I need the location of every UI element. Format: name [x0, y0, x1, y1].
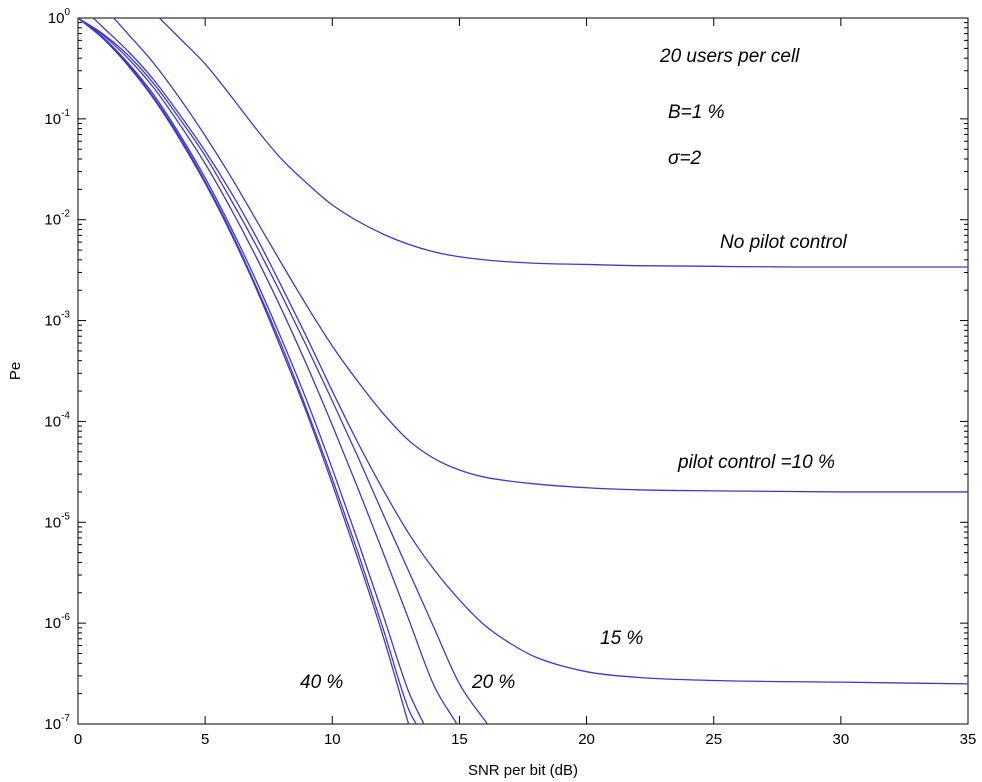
series-line-5 [78, 18, 458, 724]
axis-ticks [77, 17, 969, 725]
annotation-pilot-15: 15 % [600, 628, 643, 649]
annotation-pilot-10: pilot control =10 % [677, 452, 835, 473]
x-tick-label: 20 [578, 731, 595, 748]
y-tick-exponent: -1 [61, 108, 70, 119]
y-tick-label: 10-1 [44, 108, 70, 128]
y-tick-label: 10-4 [44, 410, 70, 430]
series-line-1 [158, 18, 968, 268]
y-tick-base: 10 [44, 615, 61, 632]
x-tick-label: 10 [324, 731, 341, 748]
annotation-no-pilot: No pilot control [720, 232, 848, 253]
series-line-8 [78, 18, 410, 724]
y-tick-exponent: 0 [64, 7, 70, 18]
y-tick-base: 10 [44, 313, 61, 330]
annotation-sigma: σ=2 [668, 148, 702, 169]
x-tick-label: 35 [960, 731, 977, 748]
curves [78, 18, 968, 724]
series-line-7 [78, 18, 417, 724]
y-tick-label: 10-3 [44, 310, 70, 330]
x-tick-label: 15 [451, 731, 468, 748]
y-tick-label: 10-7 [44, 713, 70, 733]
x-tick-label: 5 [201, 731, 209, 748]
y-tick-label: 10-6 [44, 612, 70, 632]
y-tick-base: 10 [44, 212, 61, 229]
y-tick-base: 10 [44, 514, 61, 531]
annotation-b: B=1 % [668, 102, 725, 123]
y-tick-label: 10-5 [44, 511, 70, 531]
y-tick-exponent: -7 [61, 713, 70, 724]
y-tick-exponent: -2 [61, 209, 70, 220]
y-tick-label: 100 [48, 7, 71, 27]
y-tick-base: 10 [44, 111, 61, 128]
y-tick-label: 10-2 [44, 209, 70, 229]
y-tick-base: 10 [44, 716, 61, 733]
y-tick-base: 10 [48, 10, 65, 27]
y-axis-title: Pe [7, 362, 24, 380]
x-tick-label: 30 [833, 731, 850, 748]
plot-area [77, 17, 969, 725]
x-tick-label: 25 [705, 731, 722, 748]
annotation-users: 20 users per cell [659, 46, 800, 67]
x-tick-label: 0 [74, 731, 82, 748]
tick-labels: 0 5 10 15 20 25 30 3510010-110-210-310-410-510-… [44, 7, 976, 748]
annotation-pilot-20: 20 % [471, 672, 515, 693]
x-axis-title: SNR per bit (dB) [468, 762, 578, 779]
y-tick-exponent: -5 [61, 511, 70, 522]
series-line-3 [92, 18, 968, 685]
series-line-2 [113, 18, 968, 493]
y-tick-base: 10 [44, 413, 61, 430]
annotation-pilot-40: 40 % [300, 672, 343, 693]
y-tick-exponent: -3 [61, 310, 70, 321]
series-line-6 [78, 18, 425, 724]
y-tick-exponent: -4 [61, 410, 70, 421]
series-line-4 [78, 18, 488, 724]
y-tick-exponent: -6 [61, 612, 70, 623]
